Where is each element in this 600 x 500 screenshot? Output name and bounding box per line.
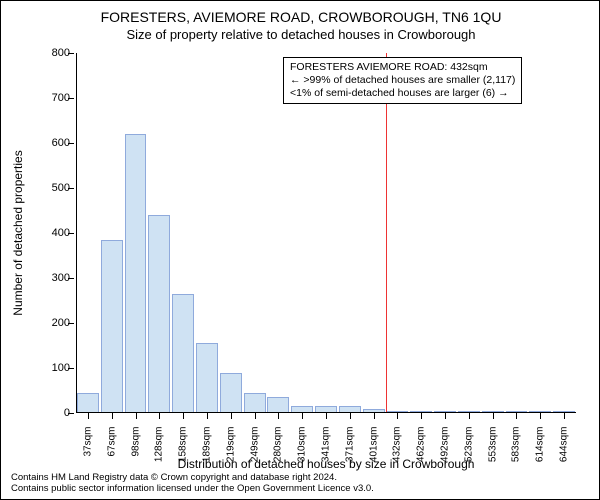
histogram-bars bbox=[76, 53, 576, 413]
x-tick-label: 67sqm bbox=[106, 427, 117, 457]
x-tick bbox=[112, 413, 113, 419]
chart-title: FORESTERS, AVIEMORE ROAD, CROWBOROUGH, T… bbox=[1, 9, 600, 25]
y-tick-labels: 0100200300400500600700800 bbox=[36, 53, 70, 413]
y-tick-label: 700 bbox=[36, 92, 70, 104]
histogram-bar bbox=[125, 134, 147, 413]
property-infobox: FORESTERS AVIEMORE ROAD: 432sqm ← >99% o… bbox=[283, 57, 522, 104]
y-tick-label: 800 bbox=[36, 47, 70, 59]
x-tick bbox=[397, 413, 398, 419]
histogram-bar bbox=[220, 373, 242, 414]
infobox-line: ← >99% of detached houses are smaller (2… bbox=[290, 74, 515, 87]
y-tick-label: 200 bbox=[36, 317, 70, 329]
histogram-bar bbox=[267, 397, 289, 413]
histogram-bar bbox=[196, 343, 218, 413]
x-tick bbox=[255, 413, 256, 419]
x-tick bbox=[516, 413, 517, 419]
plot-area: 0100200300400500600700800 37sqm67sqm98sq… bbox=[76, 53, 576, 413]
x-tick bbox=[136, 413, 137, 419]
footer-line: Contains public sector information licen… bbox=[11, 484, 374, 495]
x-tick bbox=[469, 413, 470, 419]
y-tick-label: 300 bbox=[36, 272, 70, 284]
histogram-bar bbox=[172, 294, 194, 413]
footer-attribution: Contains HM Land Registry data © Crown c… bbox=[11, 473, 374, 495]
x-tick bbox=[326, 413, 327, 419]
infobox-line: FORESTERS AVIEMORE ROAD: 432sqm bbox=[290, 61, 515, 74]
y-tick-label: 500 bbox=[36, 182, 70, 194]
x-tick bbox=[231, 413, 232, 419]
x-tick bbox=[159, 413, 160, 419]
x-tick bbox=[564, 413, 565, 419]
chart-subtitle: Size of property relative to detached ho… bbox=[1, 27, 600, 42]
y-tick-label: 400 bbox=[36, 227, 70, 239]
y-tick-label: 600 bbox=[36, 137, 70, 149]
x-tick bbox=[374, 413, 375, 419]
y-axis-title: Number of detached properties bbox=[11, 150, 25, 315]
x-tick bbox=[88, 413, 89, 419]
x-axis-title: Distribution of detached houses by size … bbox=[76, 457, 576, 471]
x-tick bbox=[493, 413, 494, 419]
x-tick bbox=[350, 413, 351, 419]
histogram-bar bbox=[148, 215, 170, 413]
x-tick bbox=[302, 413, 303, 419]
x-tick bbox=[207, 413, 208, 419]
chart-container: FORESTERS, AVIEMORE ROAD, CROWBOROUGH, T… bbox=[0, 0, 600, 500]
property-marker-line bbox=[386, 53, 387, 413]
y-tick-label: 0 bbox=[36, 407, 70, 419]
x-tick bbox=[183, 413, 184, 419]
x-tick bbox=[421, 413, 422, 419]
x-tick-label: 37sqm bbox=[82, 427, 93, 457]
histogram-bar bbox=[77, 393, 99, 413]
x-tick bbox=[278, 413, 279, 419]
histogram-bar bbox=[244, 393, 266, 413]
x-tick bbox=[540, 413, 541, 419]
histogram-bar bbox=[101, 240, 123, 413]
infobox-line: <1% of semi-detached houses are larger (… bbox=[290, 87, 515, 100]
x-tick bbox=[445, 413, 446, 419]
y-axis-line bbox=[76, 53, 77, 413]
x-tick-label: 98sqm bbox=[130, 427, 141, 457]
y-tick-label: 100 bbox=[36, 362, 70, 374]
